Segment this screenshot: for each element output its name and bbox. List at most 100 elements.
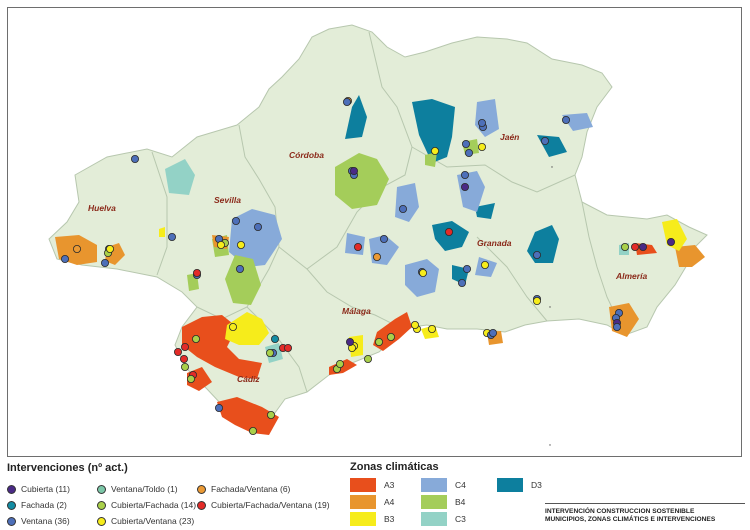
intervention-marker xyxy=(61,254,70,263)
province-label: Sevilla xyxy=(214,195,241,205)
intervention-marker xyxy=(353,242,362,251)
intervention-marker xyxy=(667,237,676,246)
zone-swatch-icon xyxy=(421,512,447,526)
intervention-legend-item: Ventana/Toldo (1) xyxy=(97,484,178,494)
province-label: Huelva xyxy=(88,203,116,213)
intervention-marker xyxy=(460,182,469,191)
intervention-legend-item: Ventana (36) xyxy=(7,516,70,526)
intervention-legend-item: Fachada/Ventana (6) xyxy=(197,484,290,494)
intervention-legend-item: Cubierta (11) xyxy=(7,484,70,494)
zone-area-c4 xyxy=(457,171,485,212)
zone-legend-item: C4 xyxy=(421,478,466,492)
intervention-marker xyxy=(541,136,550,145)
zone-area-b4 xyxy=(335,153,389,209)
zone-area-b3 xyxy=(159,227,165,237)
intervention-marker xyxy=(430,146,439,155)
intervention-marker xyxy=(73,244,82,253)
legend-dot-icon xyxy=(197,484,206,494)
intervention-markers xyxy=(61,97,676,435)
frame-ticks xyxy=(549,166,553,446)
intervention-marker xyxy=(214,403,223,412)
intervention-marker xyxy=(231,216,240,225)
intervention-marker xyxy=(186,374,195,383)
intervention-marker xyxy=(461,139,470,148)
zone-area-b3 xyxy=(225,312,269,345)
intervention-marker xyxy=(464,148,473,157)
zones-legend-title: Zonas climáticas xyxy=(350,461,439,473)
intervention-marker xyxy=(477,119,486,128)
intervention-marker xyxy=(270,334,279,343)
legend-label: C3 xyxy=(455,514,466,524)
map-footer: INTERVENCIÓN CONSTRUCCION SOSTENIBLE MUN… xyxy=(545,503,745,524)
intervention-marker xyxy=(349,166,358,175)
zone-areas xyxy=(55,95,705,435)
zone-area-c4 xyxy=(405,259,439,297)
intervention-marker xyxy=(106,244,115,253)
legend-label: Cubierta/Fachada/Ventana (19) xyxy=(211,500,330,510)
intervention-marker xyxy=(283,343,292,352)
intervention-marker xyxy=(533,296,542,305)
intervention-marker xyxy=(562,116,571,125)
intervention-marker xyxy=(462,264,471,273)
zone-swatch-icon xyxy=(350,478,376,492)
legend-dot-icon xyxy=(7,500,16,510)
zone-swatch-icon xyxy=(350,495,376,509)
intervention-marker xyxy=(167,232,176,241)
zone-legend-item: D3 xyxy=(497,478,542,492)
zone-area-c4 xyxy=(562,113,593,131)
intervention-marker xyxy=(374,337,383,346)
intervention-marker xyxy=(335,359,344,368)
province-label: Málaga xyxy=(342,306,371,316)
legend-label: B4 xyxy=(455,497,466,507)
legend-label: Fachada/Ventana (6) xyxy=(211,484,291,494)
intervention-marker xyxy=(386,332,395,341)
intervention-marker xyxy=(460,170,469,179)
legend-label: C4 xyxy=(455,480,466,490)
legend-dot-icon xyxy=(7,484,16,494)
legend-dot-icon xyxy=(97,516,106,526)
zone-legend-item: C3 xyxy=(421,512,466,526)
province-label: Jaén xyxy=(500,132,519,142)
zone-legend-item: B4 xyxy=(421,495,465,509)
zone-swatch-icon xyxy=(497,478,523,492)
intervention-marker xyxy=(191,334,200,343)
intervention-marker xyxy=(488,328,497,337)
interventions-legend-title: Intervenciones (nº act.) xyxy=(7,462,128,474)
intervention-marker xyxy=(480,260,489,269)
intervention-marker xyxy=(621,242,630,251)
province-label: Granada xyxy=(477,238,512,248)
zone-swatch-icon xyxy=(350,512,376,526)
legend-dot-icon xyxy=(7,516,16,526)
legend-dot-icon xyxy=(97,500,106,510)
legend-label: A3 xyxy=(384,480,395,490)
legend-label: Cubierta/Ventana (23) xyxy=(111,516,195,526)
intervention-marker xyxy=(345,337,354,346)
legend-dot-icon xyxy=(97,484,106,494)
zone-area-a3 xyxy=(217,397,279,435)
andalusia-land xyxy=(48,24,708,433)
legend-label: Fachada (2) xyxy=(21,500,67,510)
intervention-marker xyxy=(266,410,275,419)
footer-line-2: MUNICIPIOS, ZONAS CLIMÁTICS E INTERVENCI… xyxy=(545,516,716,523)
andalusia-map: Huelva Sevilla Córdoba Jaén Granada Alme… xyxy=(48,24,708,446)
zone-swatch-icon xyxy=(421,495,447,509)
legend-label: Cubierta/Fachada (14) xyxy=(111,500,197,510)
province-label: Almería xyxy=(615,271,647,281)
zone-area-b4 xyxy=(425,152,437,167)
intervention-marker xyxy=(363,354,372,363)
intervention-marker xyxy=(410,320,419,329)
zone-legend-item: A3 xyxy=(350,478,394,492)
intervention-marker xyxy=(131,154,140,163)
intervention-marker xyxy=(444,227,453,236)
intervention-marker xyxy=(248,426,257,435)
legend-label: A4 xyxy=(384,497,395,507)
intervention-marker xyxy=(216,240,225,249)
zone-area-d3 xyxy=(345,95,367,139)
intervention-legend-item: Cubierta/Fachada/Ventana (19) xyxy=(197,500,330,510)
legend-label: D3 xyxy=(531,480,542,490)
zone-swatch-icon xyxy=(421,478,447,492)
intervention-marker xyxy=(418,268,427,277)
intervention-legend-item: Fachada (2) xyxy=(7,500,67,510)
intervention-marker xyxy=(477,142,486,151)
province-labels: Huelva Sevilla Córdoba Jaén Granada Alme… xyxy=(88,132,647,384)
